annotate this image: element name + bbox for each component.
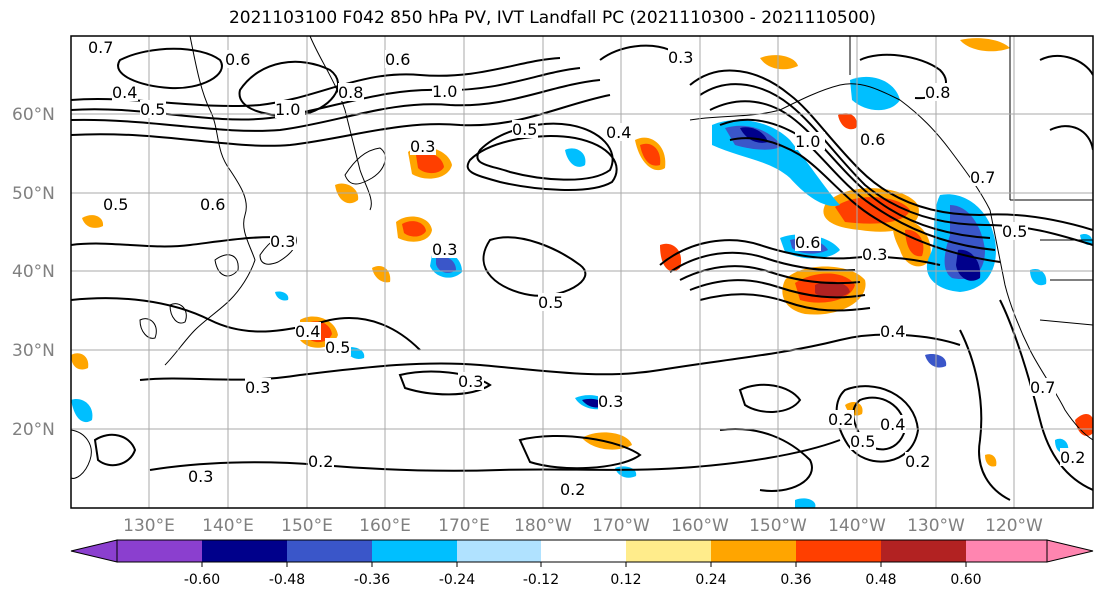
contour-label: 0.6 <box>200 195 225 214</box>
contour-label: 1.0 <box>795 132 820 151</box>
lat-label: 30°N <box>12 341 55 361</box>
lat-label: 40°N <box>12 262 55 282</box>
colorbar-tick-label: -0.48 <box>269 572 305 588</box>
contour-label: 0.2 <box>308 452 333 471</box>
contour-label: 0.2 <box>905 452 930 471</box>
colorbar-segment <box>711 540 796 562</box>
contour-label: 0.4 <box>295 322 320 341</box>
colorbar-segment <box>881 540 966 562</box>
colorbar-outline <box>116 539 1048 563</box>
lon-label: 170°E <box>438 516 490 536</box>
contour-label: 0.3 <box>245 378 270 397</box>
contour-label: 0.5 <box>140 100 165 119</box>
lat-label: 60°N <box>12 105 55 125</box>
contour-label: 1.0 <box>432 82 457 101</box>
contour-label: 0.7 <box>88 38 113 57</box>
colorbar-tick-label: 0.60 <box>950 572 981 588</box>
lon-label: 170°W <box>592 516 650 536</box>
contour-label: 0.3 <box>270 232 295 251</box>
contour-label: 0.3 <box>458 372 483 391</box>
colorbar-tick-label: -0.12 <box>523 572 559 588</box>
contour-label: 0.4 <box>880 415 905 434</box>
colorbar-tick-label: 0.48 <box>865 572 896 588</box>
colorbar-tick-label: 0.12 <box>610 572 641 588</box>
lon-label: 120°W <box>985 516 1043 536</box>
contour-label: 0.6 <box>225 50 250 69</box>
lon-label: 150°E <box>281 516 333 536</box>
colorbar-tick-label: 0.36 <box>780 572 811 588</box>
contour-label: 0.7 <box>970 168 995 187</box>
map-frame <box>70 35 1094 509</box>
contour-label: 0.5 <box>1002 222 1027 241</box>
contour-label: 0.4 <box>112 83 137 102</box>
contour-label: 0.5 <box>103 195 128 214</box>
colorbar-segment <box>287 540 372 562</box>
lon-label: 180°W <box>514 516 572 536</box>
contour-label: 0.8 <box>925 83 950 102</box>
contour-label: 0.2 <box>1060 448 1085 467</box>
colorbar-segment <box>541 540 626 562</box>
contour-label: 0.3 <box>410 137 435 156</box>
contour-label: 0.3 <box>188 467 213 486</box>
contour-label: 0.3 <box>432 240 457 259</box>
contour-label: 0.6 <box>385 50 410 69</box>
contour-label: 0.3 <box>598 392 623 411</box>
colorbar-tick-label: -0.60 <box>184 572 220 588</box>
lat-label: 20°N <box>12 420 55 440</box>
colorbar-tick-label: 0.24 <box>695 572 726 588</box>
longitude-labels: 130°E 140°E 150°E 160°E 170°E 180°W 170°… <box>123 516 1043 536</box>
contour-label: 0.3 <box>668 48 693 67</box>
colorbar-extend-left <box>70 539 118 563</box>
colorbar-segment <box>966 540 1047 562</box>
contour-label: 0.4 <box>606 123 631 142</box>
contour-label: 0.5 <box>850 432 875 451</box>
contour-label: 0.4 <box>880 322 905 341</box>
lon-label: 150°W <box>749 516 807 536</box>
colorbar-segment <box>202 540 287 562</box>
lon-label: 140°E <box>202 516 254 536</box>
graticule <box>71 36 1093 508</box>
map-title: 2021103100 F042 850 hPa PV, IVT Landfall… <box>228 8 876 28</box>
colorbar-segment <box>626 540 711 562</box>
lon-label: 160°W <box>671 516 729 536</box>
colorbar-segment <box>117 540 202 562</box>
lat-label: 50°N <box>12 184 55 204</box>
colorbar-tick-label: -0.36 <box>354 572 390 588</box>
contour-label: 0.5 <box>538 293 563 312</box>
contour-label: 0.8 <box>338 83 363 102</box>
colorbar-extend-right <box>1046 539 1094 563</box>
map-content <box>71 36 1093 508</box>
contour-label: 0.3 <box>862 245 887 264</box>
lon-label: 140°W <box>828 516 886 536</box>
lon-label: 160°E <box>359 516 411 536</box>
colorbar: -0.60 -0.48 -0.36 -0.24 -0.12 0.12 0.24 … <box>70 539 1094 588</box>
contour-label: 0.2 <box>828 410 853 429</box>
contour-label: 0.6 <box>860 130 885 149</box>
contour-label: 0.2 <box>560 480 585 499</box>
contour-label: 0.5 <box>512 120 537 139</box>
colorbar-segment <box>372 540 457 562</box>
colorbar-segment <box>796 540 881 562</box>
colorbar-ticks <box>201 562 967 567</box>
lon-label: 130°W <box>907 516 965 536</box>
contour-label-group: 0.7 0.6 0.4 0.5 1.0 0.8 1.0 0.6 0.3 0.5 … <box>88 38 1086 499</box>
contour-label: 0.6 <box>795 233 820 252</box>
lon-label: 130°E <box>123 516 175 536</box>
colorbar-tick-label: -0.24 <box>439 572 475 588</box>
contour-label: 1.0 <box>275 100 300 119</box>
contour-label: 0.5 <box>325 338 350 357</box>
colorbar-segment <box>457 540 541 562</box>
contour-label: 0.7 <box>1030 378 1055 397</box>
latitude-labels: 60°N 50°N 40°N 30°N 20°N <box>12 105 55 440</box>
